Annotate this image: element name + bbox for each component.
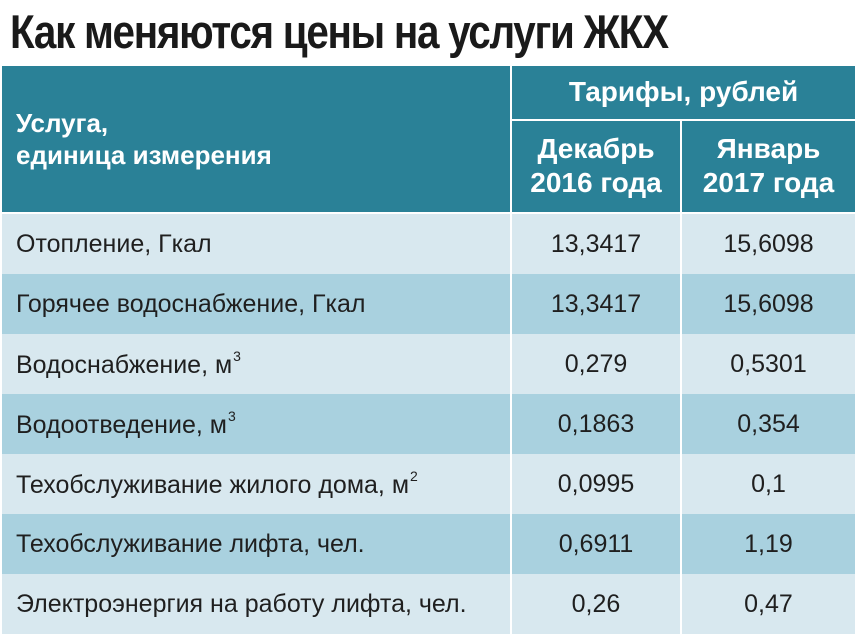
service-column-header: Услуга, единица измерения [0, 64, 512, 214]
january-tariff-cell: 0,1 [680, 454, 855, 514]
january-tariff-cell: 15,6098 [680, 213, 855, 274]
page-title: Как меняются цены на услуги ЖКХ [10, 5, 669, 58]
december-tariff-cell: 13,3417 [510, 274, 682, 334]
service-name-cell: Техобслуживание лифта, чел. [0, 514, 512, 574]
service-name-cell: Горячее водоснабжение, Гкал [0, 274, 512, 334]
table-body: Отопление, Гкал 13,3417 15,6098 Горячее вод… [0, 213, 855, 634]
service-name: Техобслуживание лифта, чел. [16, 529, 365, 558]
service-name-cell: Техобслуживание жилого дома, м2 [0, 454, 512, 514]
january-header-line1: Январь [716, 133, 821, 165]
service-name-cell: Электроэнергия на работу лифта, чел. [0, 574, 512, 634]
table-row: Водоотведение, м3 0,1863 0,354 [0, 394, 855, 454]
january-tariff-cell: 0,5301 [680, 334, 855, 394]
tariffs-table: Услуга, единица измерения Тарифы, рублей… [0, 64, 855, 634]
december-tariff-cell: 13,3417 [510, 213, 682, 274]
service-name: Водоснабжение, м [16, 351, 233, 379]
table-row: Электроэнергия на работу лифта, чел. 0,26… [0, 574, 855, 634]
table-row: Техобслуживание лифта, чел. 0,6911 1,19 [0, 514, 855, 574]
january-tariff-cell: 0,47 [680, 574, 855, 634]
service-header-line2: единица измерения [16, 140, 272, 170]
service-name: Техобслуживание жилого дома, м [16, 471, 410, 499]
table-row: Водоснабжение, м3 0,279 0,5301 [0, 334, 855, 394]
service-name: Электроэнергия на работу лифта, чел. [16, 589, 467, 618]
december-tariff-cell: 0,1863 [510, 394, 682, 454]
service-name: Отопление, Гкал [16, 229, 212, 258]
january-tariff-cell: 15,6098 [680, 274, 855, 334]
unit-exponent: 2 [410, 468, 418, 484]
service-name-cell: Водоснабжение, м3 [0, 334, 512, 394]
december-header-line1: Декабрь [537, 133, 655, 165]
table-row: Отопление, Гкал 13,3417 15,6098 [0, 213, 855, 274]
january-column-header: Январь 2017 года [680, 118, 855, 215]
service-name: Горячее водоснабжение, Гкал [16, 289, 366, 318]
december-tariff-cell: 0,6911 [510, 514, 682, 574]
service-name-cell: Водоотведение, м3 [0, 394, 512, 454]
december-column-header: Декабрь 2016 года [510, 118, 682, 215]
table-row: Техобслуживание жилого дома, м2 0,0995 0,1 [0, 454, 855, 514]
service-name: Водоотведение, м [16, 411, 227, 439]
table-header: Услуга, единица измерения Тарифы, рублей… [0, 64, 855, 215]
unit-exponent: 3 [233, 348, 241, 364]
january-tariff-cell: 0,354 [680, 394, 855, 454]
december-tariff-cell: 0,26 [510, 574, 682, 634]
january-tariff-cell: 1,19 [680, 514, 855, 574]
unit-exponent: 3 [227, 408, 236, 424]
table-row: Горячее водоснабжение, Гкал 13,3417 15,609… [0, 274, 855, 334]
tariffs-group-header: Тарифы, рублей [510, 64, 855, 121]
service-name-cell: Отопление, Гкал [0, 213, 512, 274]
december-tariff-cell: 0,279 [510, 334, 682, 394]
december-header-line2: 2016 года [530, 167, 662, 199]
december-tariff-cell: 0,0995 [510, 454, 682, 514]
service-header-line1: Услуга, [16, 108, 109, 138]
january-header-line2: 2017 года [702, 167, 835, 199]
